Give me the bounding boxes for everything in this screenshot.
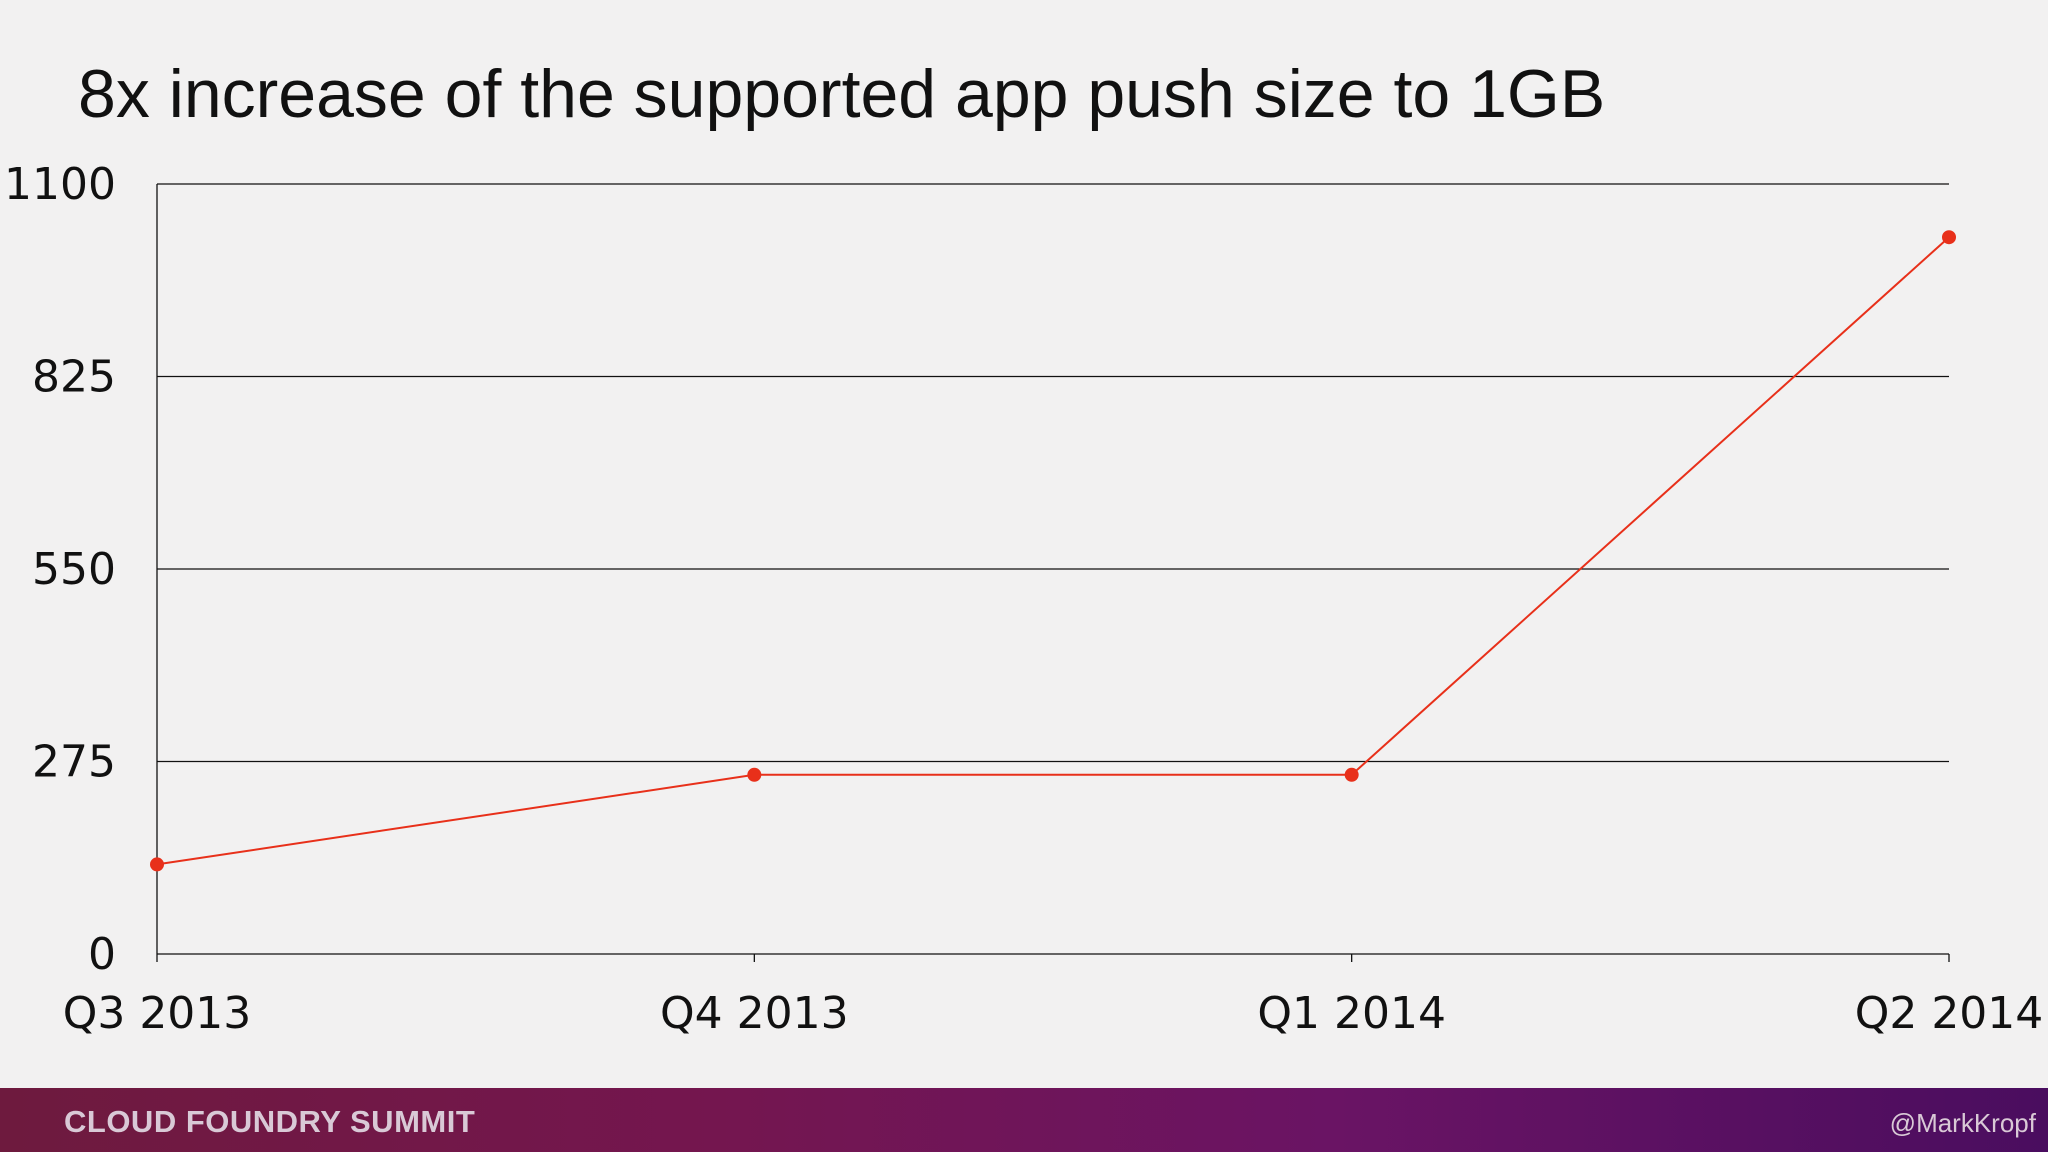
line-chart: 0 275 550 825 1100 Q3 2013 Q4 2013 Q1 2014 Q2 20… bbox=[4, 159, 2044, 1039]
footer-handle: @MarkKropf bbox=[1889, 1108, 2036, 1138]
y-tick-label-1100: 1100 bbox=[4, 159, 116, 210]
x-tick-label-3: Q2 2014 bbox=[1855, 988, 2044, 1039]
footer-bar: CLOUD FOUNDRY SUMMIT @MarkKropf bbox=[0, 1088, 2048, 1152]
x-tick-label-1: Q4 2013 bbox=[660, 988, 849, 1039]
data-point-2 bbox=[1344, 767, 1359, 782]
y-tick-label-825: 825 bbox=[32, 352, 116, 403]
y-tick-label-0: 0 bbox=[88, 929, 116, 980]
data-point-1 bbox=[747, 767, 762, 782]
data-point-3 bbox=[1942, 230, 1956, 245]
y-tick-label-275: 275 bbox=[32, 737, 116, 788]
data-point-0 bbox=[150, 857, 164, 872]
y-tick-label-550: 550 bbox=[32, 544, 116, 595]
x-tick-label-2: Q1 2014 bbox=[1257, 988, 1446, 1039]
slide-title: 8x increase of the supported app push si… bbox=[78, 56, 1606, 132]
footer-brand: CLOUD FOUNDRY SUMMIT bbox=[64, 1104, 476, 1139]
x-tick-label-0: Q3 2013 bbox=[63, 988, 252, 1039]
series-line-0 bbox=[156, 236, 1950, 866]
